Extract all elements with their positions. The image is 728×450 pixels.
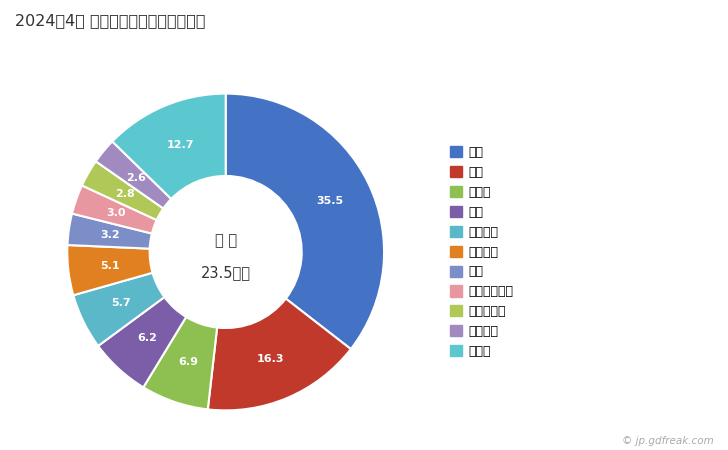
- Text: 6.9: 6.9: [178, 357, 198, 367]
- Wedge shape: [112, 94, 226, 199]
- Text: 23.5億円: 23.5億円: [201, 265, 250, 280]
- Text: 16.3: 16.3: [257, 354, 285, 365]
- Text: 2024年4月 輸出相手国のシェア（％）: 2024年4月 輸出相手国のシェア（％）: [15, 14, 205, 28]
- Text: 5.1: 5.1: [100, 261, 120, 270]
- Text: 2.8: 2.8: [115, 189, 135, 199]
- Legend: 米国, 中国, インド, タイ, メキシコ, ベルギー, 韓国, インドネシア, マレーシア, フランス, その他: 米国, 中国, インド, タイ, メキシコ, ベルギー, 韓国, インドネシア,…: [450, 146, 513, 358]
- Text: 12.7: 12.7: [167, 140, 194, 150]
- Wedge shape: [82, 162, 163, 220]
- Wedge shape: [74, 273, 165, 346]
- Wedge shape: [68, 214, 152, 249]
- Text: 3.0: 3.0: [106, 208, 126, 218]
- Wedge shape: [207, 299, 351, 410]
- Wedge shape: [96, 141, 171, 208]
- Wedge shape: [143, 317, 217, 410]
- Text: 3.2: 3.2: [100, 230, 120, 240]
- Text: © jp.gdfreak.com: © jp.gdfreak.com: [622, 436, 713, 446]
- Text: 5.7: 5.7: [111, 298, 131, 308]
- Wedge shape: [72, 185, 157, 234]
- Wedge shape: [98, 297, 186, 387]
- Text: 総 額: 総 額: [215, 234, 237, 248]
- Wedge shape: [67, 245, 153, 295]
- Wedge shape: [226, 94, 384, 349]
- Text: 35.5: 35.5: [317, 196, 344, 206]
- Text: 2.6: 2.6: [126, 173, 146, 183]
- Text: 6.2: 6.2: [137, 333, 157, 343]
